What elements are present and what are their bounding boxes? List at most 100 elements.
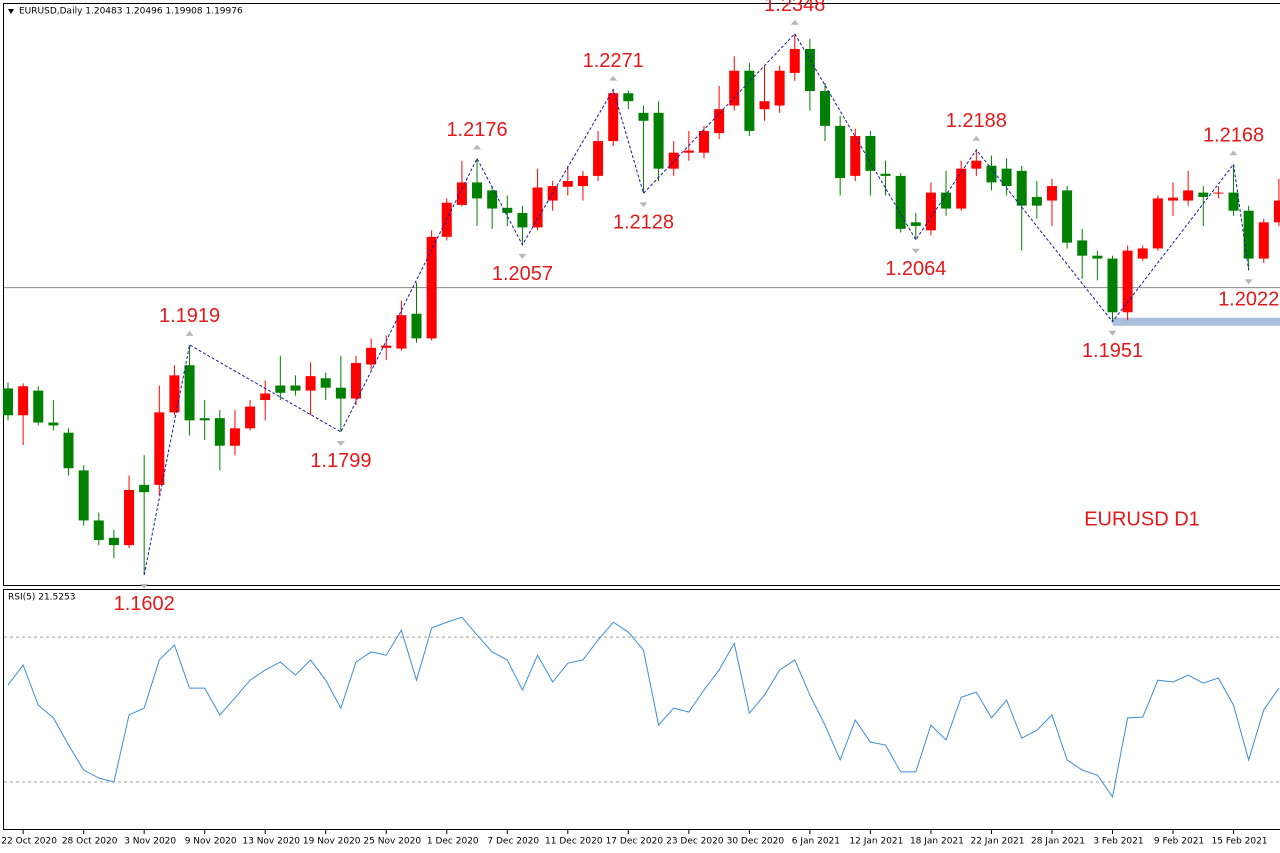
candle-body: [925, 192, 936, 231]
menu-arrow: [8, 9, 14, 14]
fractal-arrow: [790, 19, 799, 25]
candle-body: [865, 136, 876, 171]
zigzag-label: 1.2188: [946, 110, 1007, 132]
candle-body: [638, 112, 649, 121]
x-tick-label: 19 Nov 2020: [303, 837, 361, 847]
fractal-arrow: [972, 135, 981, 141]
candle-body: [835, 125, 846, 179]
candle-body: [698, 130, 709, 153]
zigzag-label: 1.1919: [159, 305, 220, 327]
candle-body: [229, 428, 240, 446]
candle-body: [260, 393, 271, 401]
candle-body: [653, 112, 664, 169]
candle-body: [456, 182, 467, 205]
candle-body: [683, 150, 694, 153]
candle-body: [275, 385, 286, 393]
candle-body: [93, 520, 104, 541]
candle-body: [1213, 192, 1224, 194]
candle-body: [608, 93, 619, 142]
zigzag-label: 1.2271: [583, 50, 644, 72]
zigzag-label: 1.1602: [114, 593, 175, 615]
candle-body: [502, 207, 513, 213]
fractal-arrow: [518, 253, 527, 259]
candle-body: [910, 222, 921, 226]
x-tick-label: 23 Dec 2020: [666, 837, 724, 847]
zigzag-label: 1.2022: [1218, 288, 1279, 310]
candle-body: [1001, 168, 1012, 187]
fractal-arrow: [639, 202, 648, 208]
candle-body: [668, 152, 679, 169]
candle-body: [1168, 197, 1179, 201]
candle-body: [1152, 198, 1163, 249]
candle-body: [895, 175, 906, 229]
candle-body: [139, 484, 150, 493]
candle-body: [18, 386, 29, 416]
candle-body: [1092, 255, 1103, 259]
candle-body: [850, 136, 861, 176]
candle-body: [971, 160, 982, 169]
candle-body: [986, 165, 997, 183]
fractal-arrow: [1229, 150, 1238, 156]
rsi-title: RSI(5) 21.5253: [8, 593, 75, 603]
candle-body: [1016, 170, 1027, 206]
candle-body: [1183, 190, 1194, 201]
candle-body: [593, 141, 604, 176]
x-tick-label: 9 Nov 2020: [185, 837, 237, 847]
x-tick-label: 17 Dec 2020: [606, 837, 664, 847]
zigzag-label: 1.2057: [492, 263, 553, 285]
candle-body: [820, 91, 831, 126]
candle-body: [396, 315, 407, 349]
candle-body: [487, 190, 498, 209]
candle-body: [154, 412, 165, 485]
x-tick-label: 22 Oct 2020: [1, 837, 57, 847]
candle-body: [381, 345, 392, 348]
candle-body: [78, 470, 89, 521]
candle-body: [1243, 210, 1254, 259]
zigzag-label: 1.2348: [764, 0, 825, 16]
x-tick-label: 3 Nov 2020: [124, 837, 176, 847]
candle-body: [305, 376, 316, 391]
main-pane-frame: [3, 3, 1280, 586]
fractal-arrow: [140, 583, 149, 589]
candle-body: [880, 173, 891, 176]
fractal-arrow: [1244, 279, 1253, 285]
x-tick-label: 1 Dec 2020: [427, 837, 479, 847]
x-tick-label: 13 Nov 2020: [242, 837, 300, 847]
candle-body: [956, 168, 967, 209]
fractal-arrow: [185, 330, 194, 336]
candle-body: [562, 180, 573, 187]
x-tick-label: 25 Nov 2020: [363, 837, 421, 847]
candle-body: [1031, 196, 1042, 206]
candle-body: [1122, 250, 1133, 313]
zigzag-line: [143, 32, 1250, 575]
candle-body: [1046, 186, 1057, 201]
candle-body: [623, 93, 634, 102]
rsi-pane-frame: [3, 589, 1280, 830]
candle-body: [124, 489, 135, 546]
candle-body: [290, 385, 301, 391]
x-tick-label: 30 Dec 2020: [727, 837, 785, 847]
candle-body: [774, 70, 785, 106]
candle-body: [1273, 200, 1280, 223]
candle-body: [1198, 192, 1209, 197]
zigzag-label: 1.1951: [1082, 340, 1143, 362]
x-tick-label: 9 Feb 2021: [1154, 837, 1204, 847]
candle-body: [3, 388, 13, 416]
x-tick-label: 15 Feb 2021: [1212, 837, 1268, 847]
candle-body: [789, 48, 800, 73]
candle-body: [1062, 190, 1073, 243]
candle-body: [350, 363, 361, 399]
x-tick-label: 3 Feb 2021: [1093, 837, 1143, 847]
x-tick-label: 22 Jan 2021: [970, 837, 1024, 847]
annotation: EURUSD D1: [1084, 508, 1200, 530]
candle-body: [214, 418, 225, 446]
candle-body: [335, 387, 346, 399]
candle-body: [1137, 248, 1148, 259]
candle-body: [108, 537, 119, 546]
candle-body: [1258, 222, 1269, 259]
candle-body: [532, 187, 543, 228]
candle-body: [199, 418, 210, 421]
fractal-arrow: [336, 440, 345, 446]
candle-body: [517, 212, 528, 228]
